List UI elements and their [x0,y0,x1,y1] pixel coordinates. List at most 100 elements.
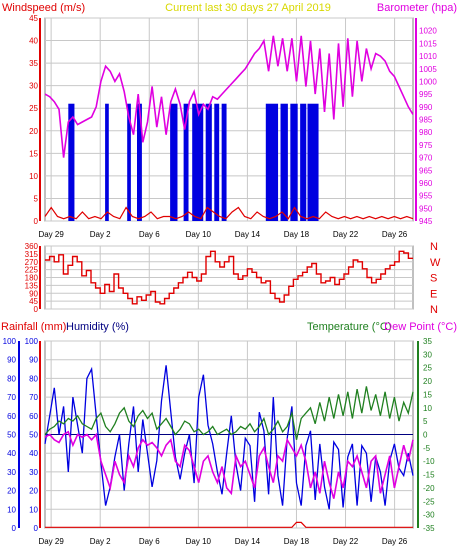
humidity-tick-label: 40 [7,449,16,458]
temperature-tick-label: -25 [423,497,435,506]
temperature-tick-label: -30 [423,511,435,520]
direction-tick-label: 45 [29,297,38,306]
barometer-tick-label: 1005 [419,65,437,74]
dew-point-line [44,430,414,499]
humidity-tick-label: 70 [7,393,16,402]
temperature-tick-label: 0 [423,431,428,440]
x-tick-label: Day 6 [139,230,160,239]
barometer-tick-label: 980 [419,128,433,137]
wind-gust-bar [205,103,212,221]
humidity-tick-label: 10 [7,505,16,514]
temperature-title: Temperature (°C) [307,321,391,333]
x-tick-label: Day 14 [235,537,261,546]
x-tick-label: Day 26 [382,537,408,546]
wind-gust-bar [68,103,75,221]
temperature-tick-label: -35 [423,524,435,533]
x-tick-label: Day 22 [333,230,359,239]
barometer-tick-label: 960 [419,179,433,188]
wind-gust-bar [183,103,189,221]
humidity-tick-label: 0 [12,524,17,533]
wind-barometer-panel: 45 40 35 30 25 20 15 10 5 0 1020 1015 1010 1005 1000 99… [29,14,437,239]
barometer-tick-label: 985 [419,116,433,125]
rain-tick-label: 0 [34,524,39,533]
x-tick-label: Day 18 [284,230,310,239]
x-tick-label: Day 10 [186,537,212,546]
humidity-title: Humidity (%) [66,321,129,333]
humidity-tick-label: 50 [7,431,16,440]
x-tick-label: Day 2 [90,230,111,239]
wind-gust-bar [105,103,109,221]
direction-tick-label: 0 [34,305,39,314]
wind-tick-label: 10 [29,172,38,181]
barometer-tick-label: 945 [419,217,433,226]
wind-gust-bar [214,103,220,221]
wind-gust-bar [290,103,298,221]
barometer-tick-label: 950 [419,204,433,213]
barometer-title: Barometer (hpa) [377,2,457,14]
rain-tick-label: 70 [29,393,38,402]
temperature-tick-label: 30 [423,350,432,359]
rain-tick-label: 50 [29,431,38,440]
rain-tick-label: 80 [29,374,38,383]
rain-tick-label: 30 [29,468,38,477]
wind-gust-bar [137,103,142,221]
chart-title: Current last 30 days 27 April 2019 [165,2,331,14]
wind-gust-bar [170,103,178,221]
humidity-tick-label: 80 [7,374,16,383]
wind-tick-label: 45 [29,14,38,23]
humidity-tick-label: 100 [3,337,17,346]
temperature-tick-label: 35 [423,337,432,346]
barometer-tick-label: 970 [419,154,433,163]
barometer-tick-label: 1015 [419,39,437,48]
x-tick-label: Day 18 [284,537,310,546]
temperature-tick-label: 25 [423,364,432,373]
rainfall-title: Rainfall (mm) [1,321,66,333]
wind-tick-label: 25 [29,104,38,113]
temperature-tick-label: 20 [423,377,432,386]
direction-tick-label: 135 [25,281,39,290]
rain-tick-label: 100 [25,337,39,346]
temperature-tick-label: -10 [423,457,435,466]
barometer-tick-label: 965 [419,166,433,175]
direction-tick-label: 270 [25,258,39,267]
temperature-tick-label: 5 [423,417,428,426]
x-tick-label: Day 10 [186,230,212,239]
wind-tick-label: 0 [34,217,39,226]
compass-label: E [430,288,437,300]
temperature-tick-label: -20 [423,484,435,493]
wind-tick-label: 40 [29,37,38,46]
barometer-tick-label: 955 [419,192,433,201]
barometer-tick-label: 1010 [419,52,437,61]
direction-tick-label: 225 [25,266,39,275]
compass-label: W [430,257,441,269]
x-tick-label: Day 29 [38,230,64,239]
wind-direction-line [45,250,413,305]
rain-tick-label: 10 [29,505,38,514]
direction-tick-label: 90 [29,289,38,298]
temperature-tick-label: -5 [423,444,431,453]
rain-tick-label: 20 [29,487,38,496]
x-tick-label: Day 22 [333,537,359,546]
wind-gust-bar [221,103,227,221]
wind-gust-bar [127,103,131,221]
humidity-tick-label: 30 [7,468,16,477]
wind-gust-bar [192,103,204,221]
barometer-tick-label: 1000 [419,77,437,86]
barometer-line [44,35,414,158]
wind-tick-label: 30 [29,82,38,91]
wind-average-line [44,206,414,220]
humidity-line [44,365,414,510]
compass-label: N [430,241,438,253]
rain-tick-label: 90 [29,356,38,365]
dew-point-title: Dew Point (°C) [384,321,457,333]
temperature-tick-label: -15 [423,471,435,480]
rain-tick-label: 60 [29,412,38,421]
humidity-tick-label: 90 [7,356,16,365]
direction-tick-label: 180 [25,274,39,283]
temperature-tick-label: 10 [423,404,432,413]
rainfall-line [45,521,413,528]
x-tick-label: Day 14 [235,230,261,239]
